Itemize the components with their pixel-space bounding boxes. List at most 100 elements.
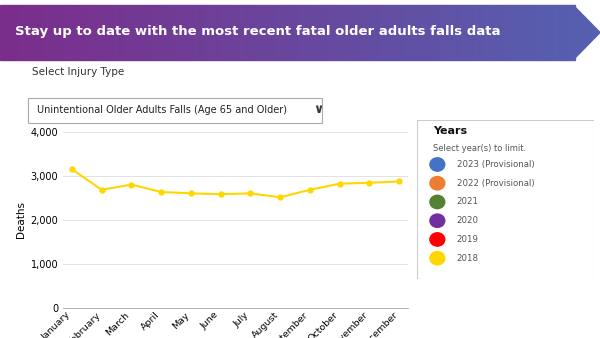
Bar xyxy=(75,5,80,60)
Bar xyxy=(385,5,390,60)
Bar xyxy=(0,5,5,60)
Bar xyxy=(370,5,375,60)
Circle shape xyxy=(430,158,445,171)
Bar xyxy=(230,5,235,60)
Bar xyxy=(25,5,30,60)
Bar xyxy=(335,5,340,60)
Polygon shape xyxy=(590,22,595,43)
Polygon shape xyxy=(580,12,585,53)
Bar xyxy=(65,5,70,60)
Bar xyxy=(145,5,150,60)
Bar xyxy=(315,5,320,60)
Bar xyxy=(445,5,450,60)
Bar xyxy=(50,5,55,60)
Bar xyxy=(395,5,400,60)
Bar xyxy=(305,5,310,60)
Bar xyxy=(265,5,270,60)
Circle shape xyxy=(430,251,445,265)
Bar xyxy=(505,5,510,60)
Bar xyxy=(325,5,330,60)
Bar xyxy=(215,5,220,60)
Bar xyxy=(295,5,300,60)
Bar xyxy=(375,5,380,60)
Bar xyxy=(500,5,505,60)
Bar xyxy=(435,5,440,60)
Bar xyxy=(60,5,65,60)
Bar xyxy=(180,5,185,60)
Bar xyxy=(510,5,515,60)
Bar xyxy=(545,5,550,60)
Bar xyxy=(270,5,275,60)
Bar xyxy=(280,5,285,60)
Bar xyxy=(515,5,520,60)
Bar xyxy=(210,5,215,60)
Bar xyxy=(90,5,95,60)
Bar xyxy=(520,5,525,60)
Bar xyxy=(440,5,445,60)
Bar xyxy=(365,5,370,60)
Bar xyxy=(85,5,90,60)
Text: Unintentional Older Adults Falls (Age 65 and Older): Unintentional Older Adults Falls (Age 65… xyxy=(37,105,287,115)
Bar xyxy=(535,5,540,60)
Text: Select year(s) to limit.: Select year(s) to limit. xyxy=(433,144,526,153)
Text: 2018: 2018 xyxy=(457,254,479,263)
FancyBboxPatch shape xyxy=(417,120,594,279)
Polygon shape xyxy=(595,27,600,38)
Bar xyxy=(400,5,405,60)
Bar xyxy=(135,5,140,60)
Bar xyxy=(300,5,305,60)
Bar xyxy=(490,5,495,60)
Bar xyxy=(255,5,260,60)
Bar xyxy=(565,5,570,60)
Bar xyxy=(30,5,35,60)
Bar xyxy=(190,5,195,60)
Bar xyxy=(350,5,355,60)
Bar xyxy=(360,5,365,60)
Bar xyxy=(475,5,480,60)
Bar xyxy=(530,5,535,60)
Bar xyxy=(165,5,170,60)
Bar xyxy=(470,5,475,60)
Text: 2021: 2021 xyxy=(457,197,479,207)
Bar xyxy=(95,5,100,60)
Text: 2020: 2020 xyxy=(457,216,479,225)
Bar xyxy=(480,5,485,60)
Bar xyxy=(40,5,45,60)
Bar xyxy=(570,5,575,60)
Bar xyxy=(290,5,295,60)
Y-axis label: Deaths: Deaths xyxy=(16,201,26,238)
Bar xyxy=(310,5,315,60)
Bar xyxy=(450,5,455,60)
Bar xyxy=(10,5,15,60)
Bar xyxy=(200,5,205,60)
Text: 2023 (Provisional): 2023 (Provisional) xyxy=(457,160,535,169)
Bar xyxy=(415,5,420,60)
Bar xyxy=(340,5,345,60)
Bar xyxy=(150,5,155,60)
Bar xyxy=(115,5,120,60)
Bar xyxy=(345,5,350,60)
Bar xyxy=(110,5,115,60)
Circle shape xyxy=(430,233,445,246)
Bar xyxy=(130,5,135,60)
Bar xyxy=(555,5,560,60)
Bar xyxy=(355,5,360,60)
Polygon shape xyxy=(585,17,590,48)
Bar xyxy=(80,5,85,60)
Bar xyxy=(465,5,470,60)
Text: Stay up to date with the most recent fatal older adults falls data: Stay up to date with the most recent fat… xyxy=(15,25,500,38)
Bar xyxy=(550,5,555,60)
Bar xyxy=(15,5,20,60)
Bar xyxy=(45,5,50,60)
Bar xyxy=(100,5,105,60)
Bar xyxy=(195,5,200,60)
Bar xyxy=(5,5,10,60)
Text: Select Injury Type: Select Injury Type xyxy=(32,67,124,77)
Bar xyxy=(460,5,465,60)
Bar xyxy=(140,5,145,60)
Bar xyxy=(160,5,165,60)
Bar xyxy=(155,5,160,60)
Bar xyxy=(240,5,245,60)
Bar xyxy=(560,5,565,60)
Bar xyxy=(405,5,410,60)
